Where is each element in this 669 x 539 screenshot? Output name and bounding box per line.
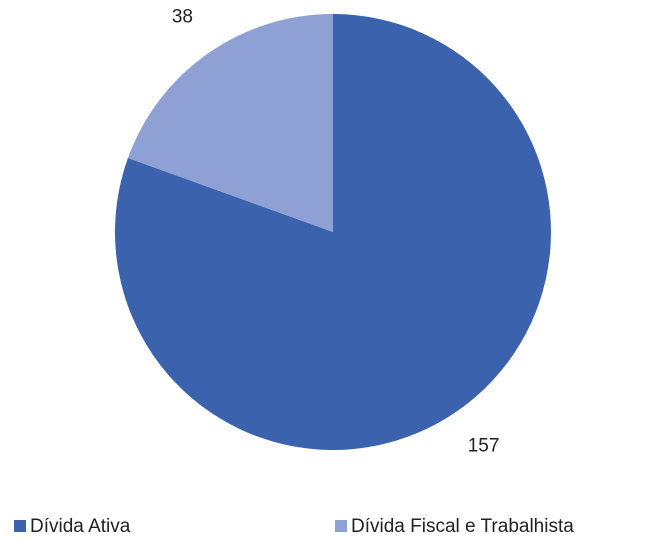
data-label: 157 [468, 435, 500, 456]
legend-label: Dívida Ativa [30, 516, 131, 537]
data-label: 38 [172, 7, 193, 28]
legend-swatch [335, 520, 347, 532]
legend-label: Dívida Fiscal e Trabalhista [351, 516, 574, 537]
legend-swatch [14, 520, 26, 532]
pie-slice [114, 14, 551, 450]
pie-slice [127, 14, 333, 232]
